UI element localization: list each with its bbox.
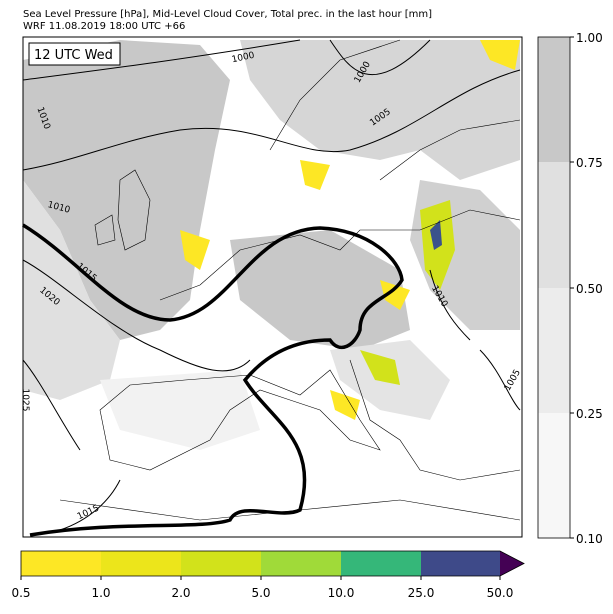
cloud-tick-label: 0.75 [576,156,603,170]
isobar-label: 1025 [20,389,30,412]
precip-colorbar: 0.5 1.0 2.0 5.0 10.0 25.0 50.0 [11,550,525,600]
time-label-box [28,42,121,66]
time-label: 12 UTC Wed [34,48,113,63]
title-line1: Sea Level Pressure [hPa], Mid-Level Clou… [23,9,432,20]
cloud-tick-label: 0.10 [576,532,603,546]
cloud-tick-label: 0.50 [576,282,603,296]
title-line2: WRF 11.08.2019 18:00 UTC +66 [23,21,185,32]
isobar-label: 1000 [231,51,256,66]
precip-tick-label: 10.0 [328,586,355,600]
precip-tick-label: 2.0 [171,586,190,600]
precip-tick-label: 50.0 [487,586,514,600]
precip-tick-label: 5.0 [251,586,270,600]
map-area: 1000 1000 1005 1010 1010 1015 1020 1010 … [20,36,523,538]
precip-tick-label: 25.0 [408,586,435,600]
precip-tick-label: 0.5 [11,586,30,600]
cloud-tick-label: 0.25 [576,407,603,421]
cloud-tick-label: 1.00 [576,31,603,45]
cloud-colorbar: 1.00 0.75 0.50 0.25 0.10 [537,31,603,546]
precip-tick-label: 1.0 [91,586,110,600]
